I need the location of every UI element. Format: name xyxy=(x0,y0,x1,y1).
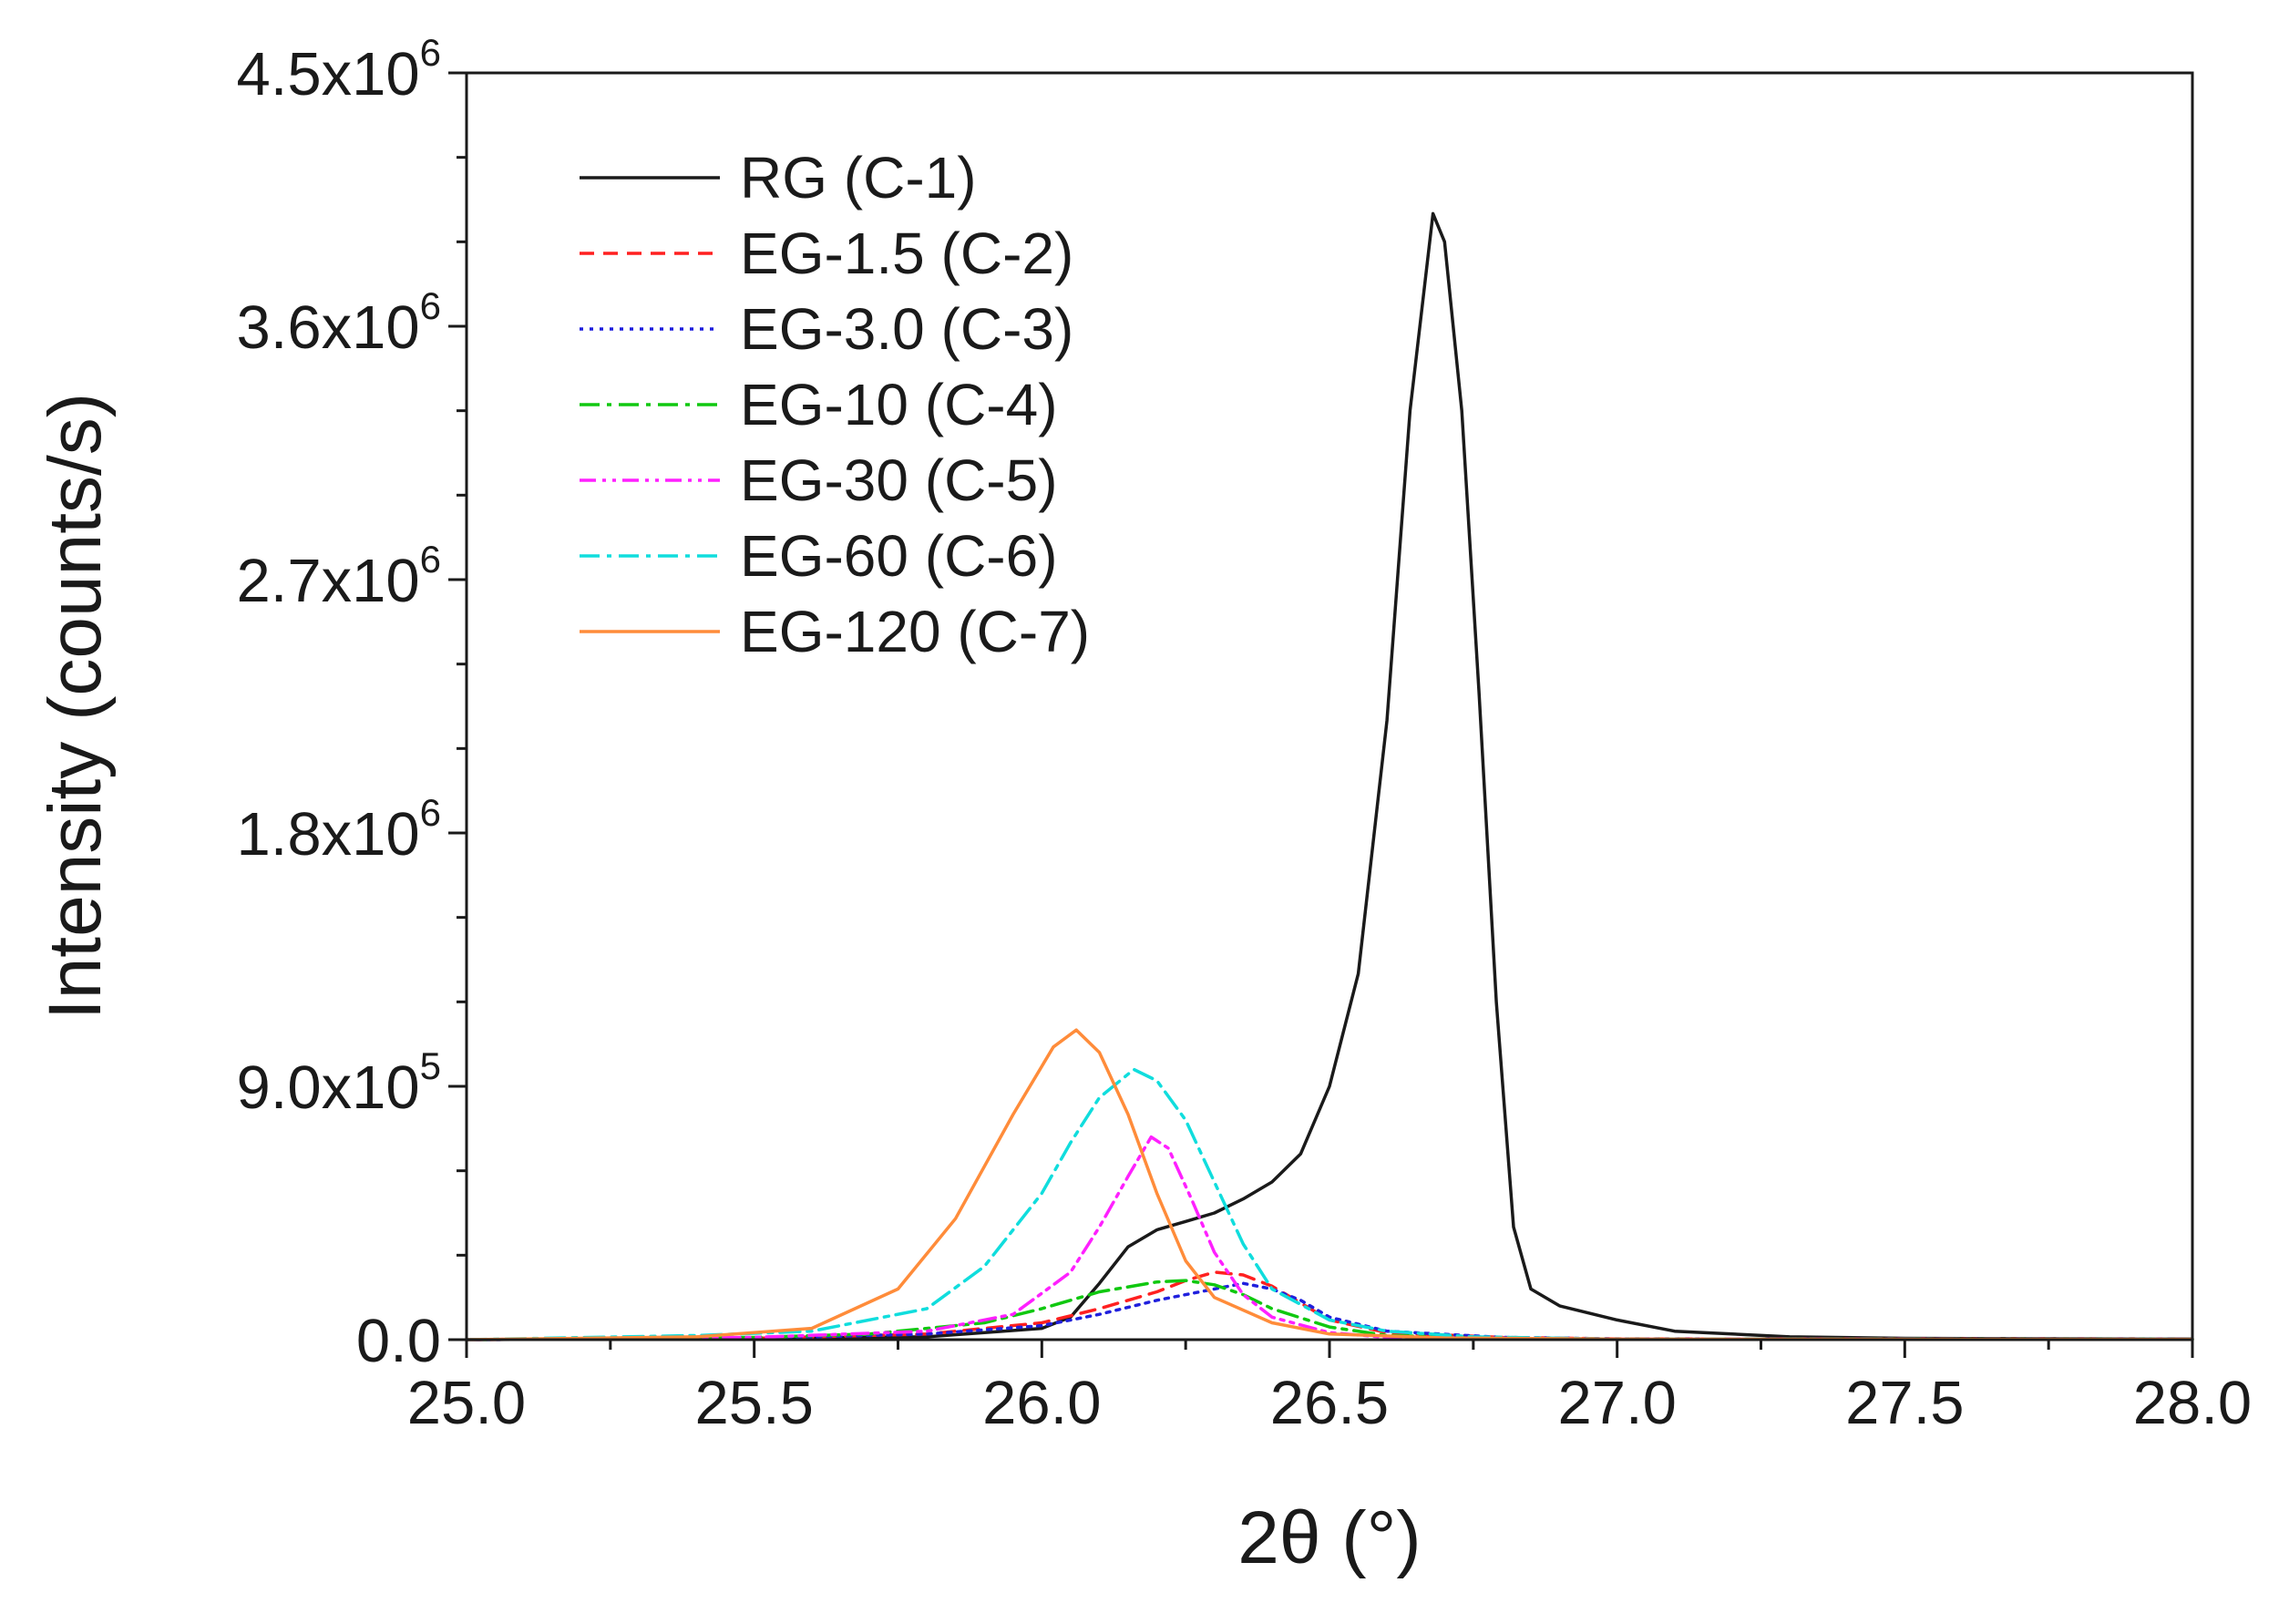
series-line-5 xyxy=(465,1135,2194,1341)
x-tick-label: 26.5 xyxy=(1270,1369,1389,1437)
y-tick-label: 0.0 xyxy=(356,1307,441,1375)
y-tick-mantissa: 4.5x10 xyxy=(236,40,419,108)
x-tick-label: 28.0 xyxy=(2133,1369,2252,1437)
y-tick-mantissa: 3.6x10 xyxy=(236,293,419,362)
legend-label-5: EG-30 (C-5) xyxy=(740,447,1058,513)
plot-frame xyxy=(465,71,2194,1341)
series-layer xyxy=(465,211,2194,1341)
y-tick-label: 4.5x106 xyxy=(236,31,441,108)
series-line-6 xyxy=(465,1067,2194,1341)
y-tick-mantissa: 9.0x10 xyxy=(236,1054,419,1122)
y-tick-exponent: 6 xyxy=(420,538,441,581)
y-tick-exponent: 6 xyxy=(420,284,441,327)
y-tick-exponent: 6 xyxy=(420,31,441,74)
series-line-4 xyxy=(465,1279,2194,1341)
legend-label-6: EG-60 (C-6) xyxy=(740,523,1058,589)
y-axis-title: Intensity (counts/s) xyxy=(34,393,117,1020)
legend-label-3: EG-3.0 (C-3) xyxy=(740,296,1073,362)
y-tick-label: 9.0x105 xyxy=(236,1044,441,1122)
series-line-2 xyxy=(465,1270,2194,1341)
y-tick-label: 1.8x106 xyxy=(236,791,441,869)
y-tick-exponent: 6 xyxy=(420,791,441,834)
y-tick-label: 3.6x106 xyxy=(236,284,441,362)
series-line-3 xyxy=(465,1281,2194,1341)
y-tick-mantissa: 2.7x10 xyxy=(236,547,419,615)
x-tick-label: 25.0 xyxy=(407,1369,526,1437)
legend-label-7: EG-120 (C-7) xyxy=(740,599,1090,664)
series-line-7 xyxy=(465,1028,2194,1341)
legend-label-2: EG-1.5 (C-2) xyxy=(740,221,1073,286)
y-tick-label: 2.7x106 xyxy=(236,538,441,615)
legend-label-4: EG-10 (C-4) xyxy=(740,372,1058,437)
legend-label-1: RG (C-1) xyxy=(740,145,977,211)
x-tick-label: 25.5 xyxy=(694,1369,813,1437)
y-tick-mantissa: 0.0 xyxy=(356,1307,441,1375)
series-line-1 xyxy=(465,211,2194,1341)
x-axis: 25.0 25.5 26.0 26.5 27.0 27.5 28.0 xyxy=(407,1340,2252,1437)
x-tick-label: 26.0 xyxy=(982,1369,1101,1437)
y-tick-exponent: 5 xyxy=(420,1044,441,1087)
legend: RG (C-1) EG-1.5 (C-2) EG-3.0 (C-3) EG-10 (C… xyxy=(580,145,1090,664)
y-tick-mantissa: 1.8x10 xyxy=(236,800,419,869)
x-axis-title: 2θ (°) xyxy=(1237,1496,1421,1579)
x-tick-label: 27.5 xyxy=(1845,1369,1964,1437)
x-tick-label: 27.0 xyxy=(1557,1369,1676,1437)
